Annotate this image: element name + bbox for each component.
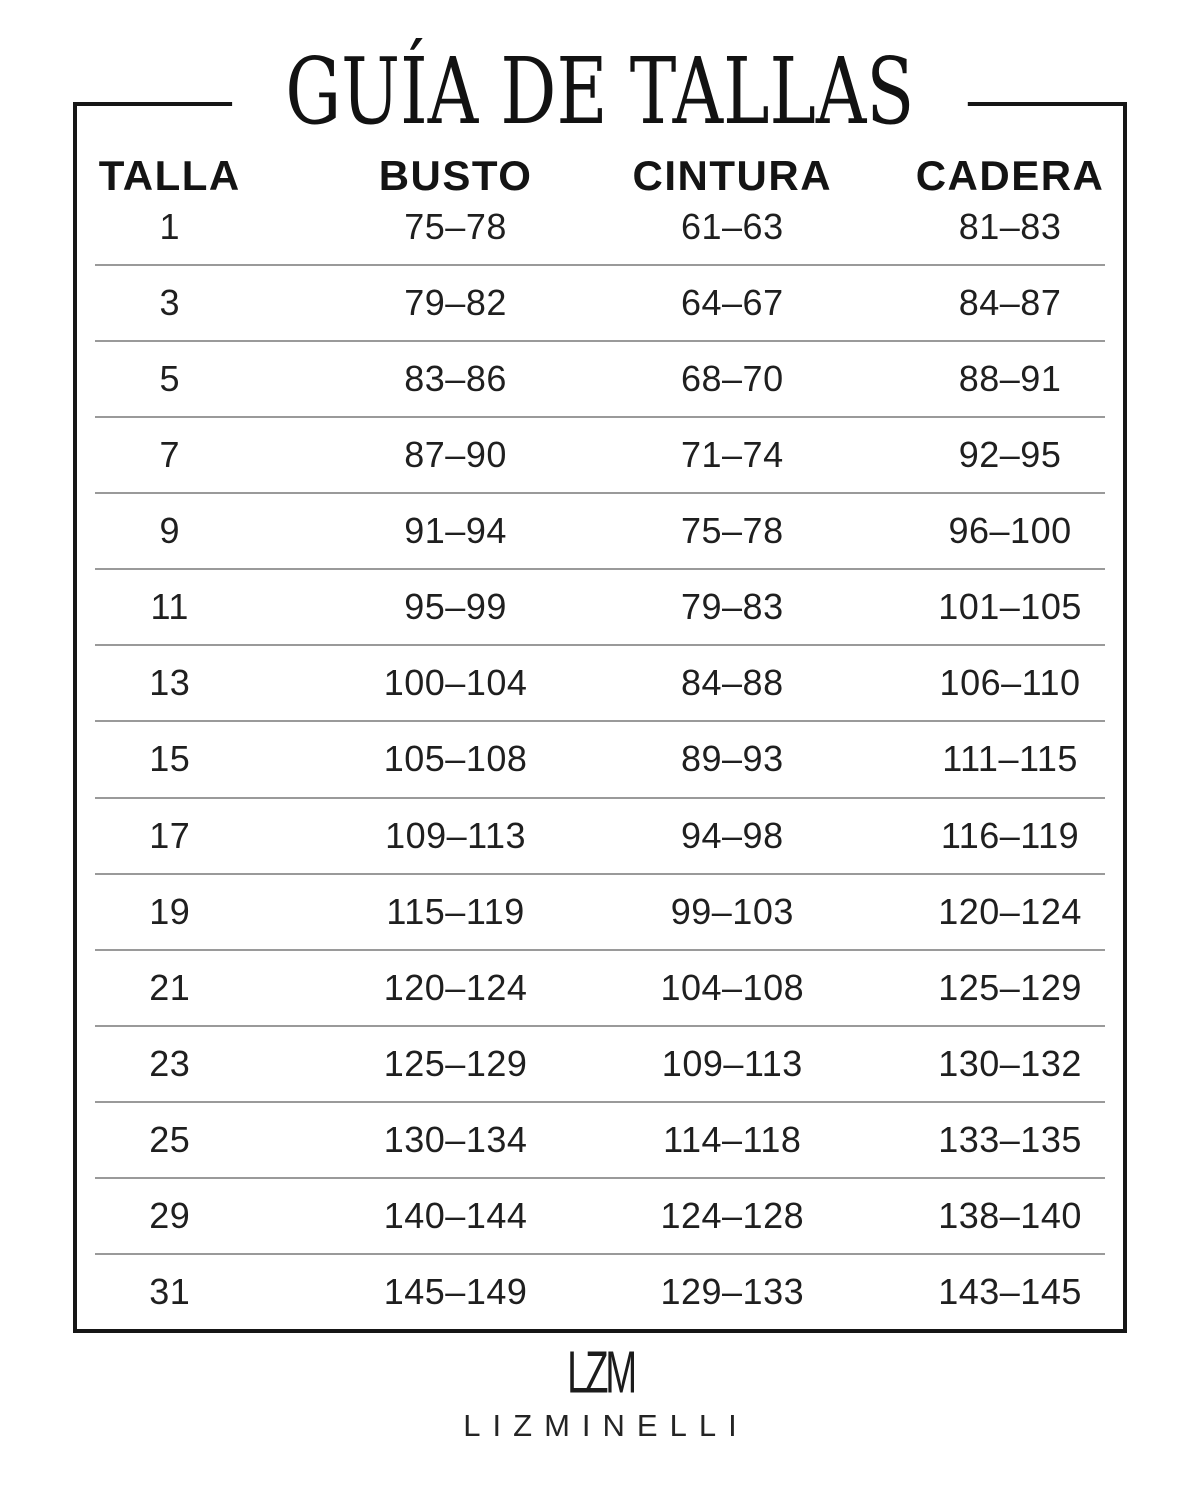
cell-talla: 3: [159, 282, 180, 324]
page-title: GUÍA DE TALLAS: [232, 40, 968, 144]
table-body: 1 75–78 61–63 81–83 3 79–82 64–67 84–87 …: [95, 190, 1105, 1329]
cell-cadera: 101–105: [938, 586, 1082, 628]
column-header-busto: BUSTO: [378, 152, 533, 199]
cell-cadera: 88–91: [958, 358, 1062, 400]
cell-busto: 105–108: [383, 738, 528, 780]
cell-talla: 13: [149, 662, 191, 704]
cell-busto: 125–129: [383, 1042, 528, 1084]
cell-talla: 17: [149, 814, 191, 856]
cell-busto: 79–82: [404, 282, 507, 324]
cell-talla: 5: [159, 358, 180, 400]
cell-talla: 21: [149, 966, 191, 1008]
table-row: 5 83–86 68–70 88–91: [95, 340, 1105, 416]
cell-busto: 100–104: [383, 662, 528, 704]
cell-cadera: 130–132: [938, 1042, 1082, 1084]
cell-busto: 130–134: [383, 1118, 528, 1160]
brand-monogram-logo: LZM: [566, 1339, 637, 1406]
cell-cintura: 89–93: [680, 738, 784, 780]
cell-talla: 9: [159, 510, 180, 552]
cell-talla: 15: [149, 738, 191, 780]
cell-cintura: 61–63: [680, 206, 784, 248]
cell-cintura: 79–83: [680, 586, 784, 628]
cell-cadera: 106–110: [939, 662, 1081, 704]
cell-talla: 29: [149, 1194, 191, 1236]
cell-busto: 83–86: [404, 358, 507, 400]
cell-cadera: 143–145: [938, 1270, 1082, 1312]
cell-cintura: 104–108: [660, 966, 805, 1008]
cell-busto: 87–90: [404, 434, 507, 476]
cell-cadera: 120–124: [938, 890, 1082, 932]
cell-talla: 11: [150, 586, 189, 628]
table-row: 7 87–90 71–74 92–95: [95, 416, 1105, 492]
table-row: 19 115–119 99–103 120–124: [95, 872, 1105, 949]
cell-talla: 31: [149, 1270, 191, 1312]
cell-cintura: 64–67: [680, 282, 784, 324]
cell-cintura: 114–118: [663, 1118, 802, 1160]
cell-talla: 25: [149, 1118, 191, 1160]
cell-busto: 75–78: [404, 206, 507, 248]
table-row: 1 75–78 61–63 81–83: [95, 190, 1105, 264]
cell-cadera: 81–83: [958, 206, 1062, 248]
cell-talla: 19: [149, 890, 191, 932]
table-row: 29 140–144 124–128 138–140: [95, 1176, 1105, 1253]
cell-busto: 91–94: [404, 510, 507, 552]
cell-talla: 23: [149, 1042, 191, 1084]
cell-cintura: 84–88: [680, 662, 784, 704]
cell-cadera: 125–129: [938, 966, 1082, 1008]
table-header-row: TALLA BUSTO CINTURA CADERA: [95, 150, 1105, 202]
cell-busto: 145–149: [383, 1270, 528, 1312]
cell-cintura: 124–128: [660, 1194, 805, 1236]
table-row: 31 145–149 129–133 143–145: [95, 1252, 1105, 1329]
cell-busto: 120–124: [383, 966, 528, 1008]
table-row: 9 91–94 75–78 96–100: [95, 492, 1105, 568]
cell-cintura: 109–113: [661, 1042, 803, 1084]
table-row: 3 79–82 64–67 84–87: [95, 264, 1105, 340]
table-row: 25 130–134 114–118 133–135: [95, 1100, 1105, 1177]
cell-busto: 140–144: [383, 1194, 528, 1236]
cell-cadera: 84–87: [958, 282, 1062, 324]
cell-cadera: 96–100: [948, 510, 1072, 552]
cell-busto: 109–113: [385, 814, 527, 856]
cell-cintura: 68–70: [680, 358, 784, 400]
table-row: 15 105–108 89–93 111–115: [95, 720, 1105, 796]
table-row: 21 120–124 104–108 125–129: [95, 948, 1105, 1025]
page-title-wrap: GUÍA DE TALLAS: [0, 40, 1200, 144]
table-row: 11 95–99 79–83 101–105: [95, 568, 1105, 644]
cell-cintura: 71–74: [680, 434, 784, 476]
cell-cadera: 92–95: [958, 434, 1062, 476]
cell-cintura: 129–133: [660, 1270, 805, 1312]
cell-talla: 7: [159, 434, 180, 476]
table-row: 17 109–113 94–98 116–119: [95, 796, 1105, 873]
table-row: 13 100–104 84–88 106–110: [95, 644, 1105, 720]
table-row: 23 125–129 109–113 130–132: [95, 1024, 1105, 1101]
cell-cadera: 133–135: [938, 1118, 1082, 1160]
column-header-talla: TALLA: [98, 152, 241, 199]
cell-busto: 95–99: [404, 586, 507, 628]
cell-talla: 1: [159, 206, 180, 248]
cell-cintura: 99–103: [670, 890, 794, 932]
cell-cadera: 111–115: [942, 738, 1078, 780]
cell-busto: 115–119: [386, 890, 525, 932]
cell-cintura: 94–98: [680, 814, 784, 856]
cell-cadera: 116–119: [940, 814, 1080, 856]
brand-wordmark: LIZMINELLI: [463, 1408, 749, 1443]
column-header-cadera: CADERA: [915, 152, 1105, 199]
column-header-cintura: CINTURA: [632, 152, 833, 199]
cell-cintura: 75–78: [680, 510, 784, 552]
brand-monogram-wrap: LZM: [0, 1339, 1200, 1406]
cell-cadera: 138–140: [938, 1194, 1082, 1236]
